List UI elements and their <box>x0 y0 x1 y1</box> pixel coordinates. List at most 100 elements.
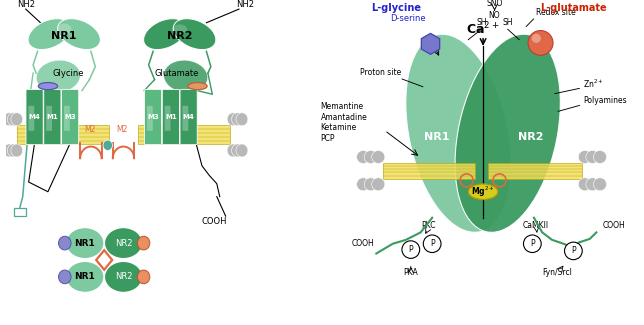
Text: SH: SH <box>476 18 487 27</box>
Text: P: P <box>530 239 535 248</box>
Text: Ca$^{2+}$: Ca$^{2+}$ <box>466 21 500 38</box>
Circle shape <box>372 150 385 163</box>
Ellipse shape <box>173 24 187 34</box>
Text: NR1: NR1 <box>424 132 450 141</box>
FancyBboxPatch shape <box>182 106 188 131</box>
Text: M2: M2 <box>117 124 128 134</box>
Text: NR1: NR1 <box>75 239 95 248</box>
Ellipse shape <box>58 19 100 49</box>
Ellipse shape <box>36 60 80 93</box>
Bar <box>17 125 109 144</box>
Circle shape <box>3 113 15 126</box>
Ellipse shape <box>406 34 511 232</box>
Text: Glutamate: Glutamate <box>155 69 199 78</box>
Circle shape <box>59 270 71 284</box>
Text: M2: M2 <box>84 124 95 134</box>
Text: Polyamines: Polyamines <box>583 96 627 105</box>
Text: PCP: PCP <box>321 134 335 143</box>
FancyBboxPatch shape <box>147 106 153 131</box>
Text: NR2: NR2 <box>115 239 132 248</box>
Text: Fyn/Srcl: Fyn/Srcl <box>542 267 572 277</box>
Circle shape <box>236 144 248 157</box>
Circle shape <box>586 178 599 191</box>
Text: NR1: NR1 <box>52 31 77 41</box>
Circle shape <box>524 235 541 253</box>
Text: PKA: PKA <box>403 267 418 277</box>
Text: NR1: NR1 <box>75 272 95 281</box>
Text: Proton site: Proton site <box>360 68 401 77</box>
Text: M1: M1 <box>165 114 176 120</box>
Circle shape <box>103 140 113 150</box>
Ellipse shape <box>144 19 186 49</box>
Polygon shape <box>421 33 440 54</box>
Ellipse shape <box>57 23 71 35</box>
Text: SH: SH <box>502 18 513 27</box>
FancyBboxPatch shape <box>165 106 171 131</box>
Text: NH2: NH2 <box>17 0 35 9</box>
Text: L-glutamate: L-glutamate <box>540 3 607 13</box>
Ellipse shape <box>188 83 207 90</box>
Text: NH2: NH2 <box>236 0 254 9</box>
Circle shape <box>232 113 243 126</box>
Ellipse shape <box>173 19 216 49</box>
Text: P: P <box>571 246 576 255</box>
Text: Mg$^{2+}$: Mg$^{2+}$ <box>471 185 495 199</box>
Ellipse shape <box>38 83 57 90</box>
Text: NR2: NR2 <box>167 31 193 41</box>
Text: M3: M3 <box>147 114 159 120</box>
Ellipse shape <box>164 60 208 93</box>
Text: M1: M1 <box>46 114 58 120</box>
Text: CaMKII: CaMKII <box>522 220 549 229</box>
Circle shape <box>3 144 15 157</box>
Text: Ketamine: Ketamine <box>321 123 357 132</box>
Bar <box>138 125 230 144</box>
Text: COOH: COOH <box>603 220 626 229</box>
Bar <box>488 162 582 179</box>
Circle shape <box>586 150 599 163</box>
Circle shape <box>59 236 71 250</box>
Text: COOH: COOH <box>201 216 227 226</box>
FancyBboxPatch shape <box>62 89 79 145</box>
FancyBboxPatch shape <box>28 106 34 131</box>
Ellipse shape <box>455 34 560 232</box>
Circle shape <box>227 144 239 157</box>
Circle shape <box>364 150 377 163</box>
Ellipse shape <box>66 261 104 292</box>
Bar <box>14 208 26 216</box>
Circle shape <box>11 144 23 157</box>
Text: NR2: NR2 <box>115 272 132 281</box>
Text: M4: M4 <box>183 114 194 120</box>
Circle shape <box>593 150 607 163</box>
Text: Memantine: Memantine <box>321 102 364 111</box>
Circle shape <box>578 178 591 191</box>
Ellipse shape <box>66 227 104 259</box>
Circle shape <box>593 178 607 191</box>
Circle shape <box>7 113 19 126</box>
Text: NO: NO <box>489 11 500 20</box>
Circle shape <box>364 178 377 191</box>
Circle shape <box>7 144 19 157</box>
Circle shape <box>423 235 441 253</box>
Ellipse shape <box>28 19 71 49</box>
Ellipse shape <box>104 261 142 292</box>
Text: Glycine: Glycine <box>53 69 84 78</box>
Text: P: P <box>408 245 413 254</box>
Circle shape <box>137 270 150 284</box>
Text: COOH: COOH <box>352 239 375 248</box>
Circle shape <box>402 241 420 258</box>
Bar <box>383 162 475 179</box>
Circle shape <box>372 178 385 191</box>
Circle shape <box>532 34 541 43</box>
Circle shape <box>232 144 243 157</box>
Text: Amantadine: Amantadine <box>321 112 367 122</box>
Circle shape <box>357 178 370 191</box>
Circle shape <box>565 242 582 260</box>
Text: PKC: PKC <box>422 220 436 229</box>
Text: P: P <box>430 239 435 248</box>
Text: M4: M4 <box>28 114 41 120</box>
Circle shape <box>236 113 248 126</box>
FancyBboxPatch shape <box>44 89 61 145</box>
FancyBboxPatch shape <box>26 89 43 145</box>
Ellipse shape <box>104 227 142 259</box>
Text: D-serine: D-serine <box>390 14 425 23</box>
